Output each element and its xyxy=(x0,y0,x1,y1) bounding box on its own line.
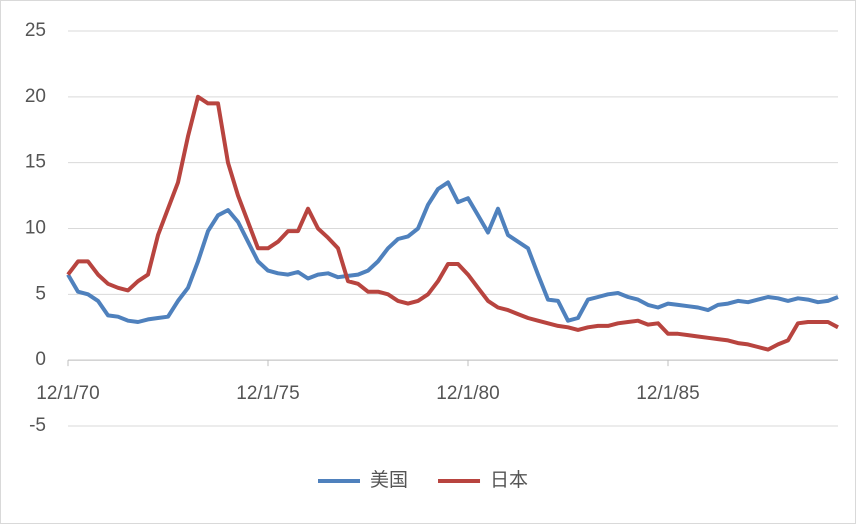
y-tick-label: -5 xyxy=(29,415,46,436)
x-tick-label: 12/1/85 xyxy=(636,383,699,404)
y-tick-label: 0 xyxy=(35,349,46,370)
x-tick-label: 12/1/75 xyxy=(236,383,299,404)
legend-label: 美国 xyxy=(370,469,408,491)
y-tick-label: 20 xyxy=(25,86,46,107)
x-tick-label: 12/1/70 xyxy=(36,383,99,404)
series-line xyxy=(66,94,839,352)
series-line xyxy=(66,180,839,324)
y-tick-label: 25 xyxy=(25,20,46,41)
y-tick-label: 5 xyxy=(35,283,46,304)
x-tick-label: 12/1/80 xyxy=(436,383,499,404)
y-tick-label: 10 xyxy=(25,218,46,239)
y-tick-label: 15 xyxy=(25,152,46,173)
legend-label: 日本 xyxy=(490,469,528,491)
